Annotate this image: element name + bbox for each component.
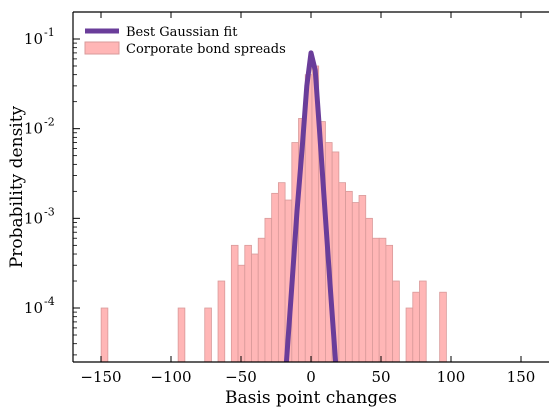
x-tick-label: −50 [225, 368, 257, 386]
histogram-bar [378, 237, 387, 362]
legend-label-spreads: Corporate bond spreads [126, 42, 286, 57]
legend-patch-swatch [84, 41, 120, 55]
y-tick-label: 10 [24, 120, 43, 138]
histogram-bar [217, 280, 226, 362]
histogram-bar [177, 307, 186, 362]
histogram-bar [385, 244, 394, 362]
x-tick-label: −100 [150, 368, 191, 386]
histogram-bar [277, 182, 286, 362]
y-tick-exponent: -3 [44, 205, 55, 218]
y-tick-label: 10 [24, 299, 43, 317]
histogram-bar [264, 217, 273, 362]
x-tick-label: 0 [306, 368, 316, 386]
y-tick-exponent: -4 [44, 295, 55, 308]
histogram-bar [419, 280, 427, 362]
histogram-bar [244, 244, 252, 362]
fit-line-layer [283, 50, 339, 362]
gaussian-fit-line [283, 50, 339, 362]
y-tick-label: 10 [24, 209, 43, 227]
histogram-bar [251, 253, 259, 362]
legend: Best Gaussian fit Corporate bond spreads [84, 25, 286, 57]
histogram-bar [405, 307, 414, 362]
x-tick-label: 150 [507, 368, 536, 386]
histogram-bar [392, 280, 400, 362]
histogram-bar [204, 307, 212, 362]
x-axis-title: Basis point changes [225, 388, 397, 407]
y-tick-exponent: -1 [44, 26, 55, 39]
x-tick-label: 50 [371, 368, 390, 386]
x-tick-label: 100 [437, 368, 466, 386]
histogram-bar [100, 307, 109, 362]
x-tick-label: −150 [80, 368, 121, 386]
histogram-bar [230, 244, 239, 362]
histogram-bar [338, 182, 346, 362]
y-axis-title: Probability density [7, 105, 27, 268]
legend-label-gaussian: Best Gaussian fit [126, 25, 238, 40]
histogram-bar [358, 195, 367, 362]
histogram-bar [271, 192, 279, 362]
histogram-bar [257, 237, 266, 362]
histogram-bar [351, 202, 360, 362]
histogram-bar [439, 291, 447, 362]
histogram-bar [237, 264, 246, 362]
histogram-bar [412, 291, 420, 362]
bars-layer [100, 65, 447, 362]
y-tick-label: 10 [24, 30, 43, 48]
histogram-bar [345, 190, 353, 362]
histogram-bar [365, 217, 373, 362]
y-tick-exponent: -2 [44, 116, 55, 129]
histogram-bar [372, 237, 380, 362]
